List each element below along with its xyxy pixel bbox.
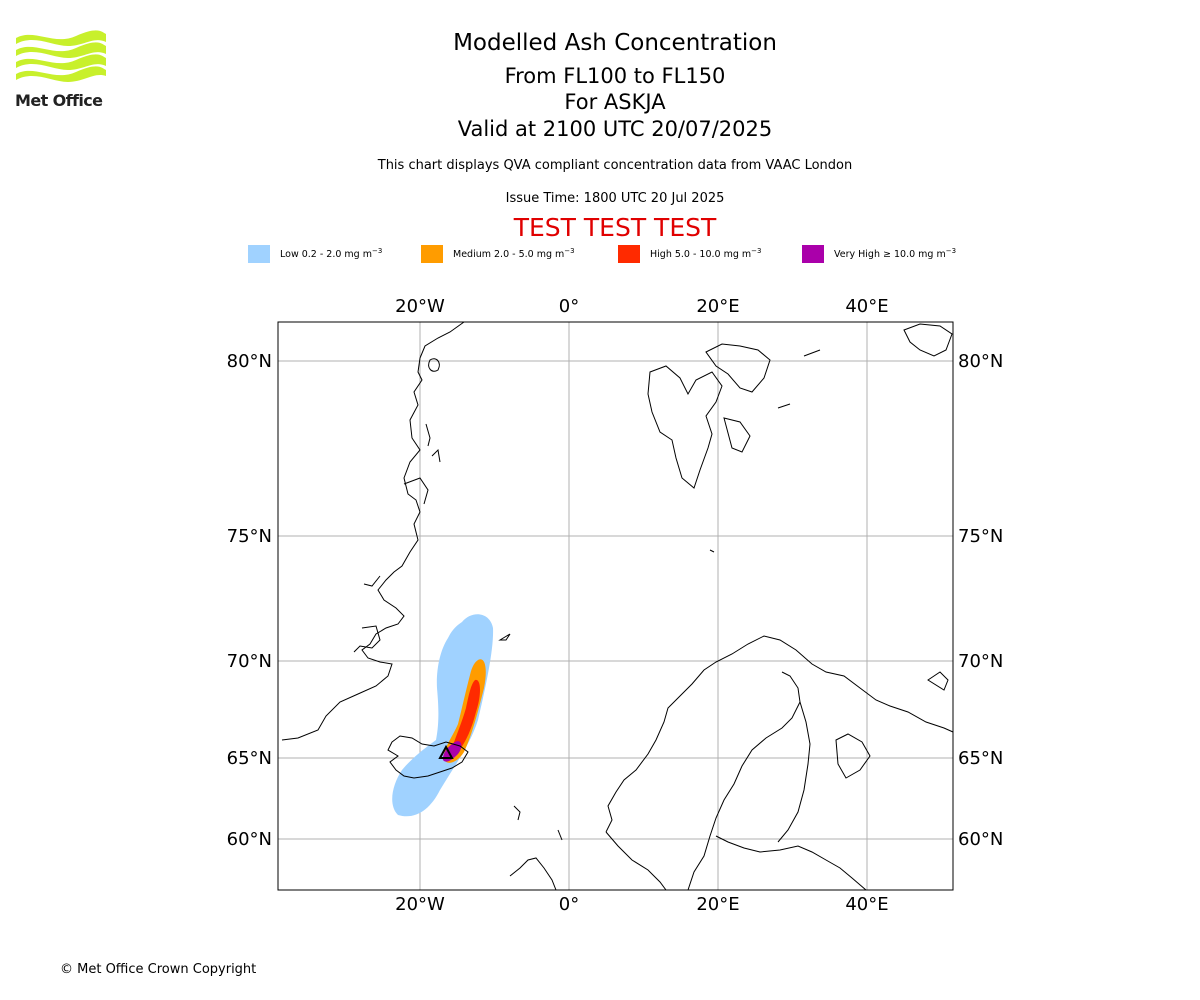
ash-low (392, 614, 494, 817)
map-frame (277, 321, 954, 891)
legend-label-high: High 5.0 - 10.0 mg m (650, 249, 752, 261)
lon-ticks-top: 20°W 0° 20°E 40°E (395, 296, 888, 317)
lon-tick-bottom-40e: 40°E (845, 894, 888, 915)
lat-tick-left-65n: 65°N (227, 748, 272, 769)
lon-tick-bottom-20w: 20°W (395, 894, 445, 915)
lat-ticks-right: 80°N 75°N 70°N 65°N 60°N (958, 351, 1003, 850)
legend-item-high: High 5.0 - 10.0 mg m−3 (618, 244, 762, 264)
volcano-name: For ASKJA (564, 90, 666, 114)
chart-title: Modelled Ash Concentration (453, 30, 777, 56)
lat-tick-left-80n: 80°N (227, 351, 272, 372)
lat-tick-left-60n: 60°N (227, 829, 272, 850)
issue-time: Issue Time: 1800 UTC 20 Jul 2025 (505, 191, 725, 206)
legend-swatch-very-high (802, 245, 824, 263)
met-office-logo-icon (16, 30, 106, 82)
lon-tick-bottom-20e: 20°E (696, 894, 739, 915)
lat-tick-right-60n: 60°N (958, 829, 1003, 850)
coast-scandinavia (605, 635, 954, 833)
logo-text: Met Office (15, 91, 103, 110)
copyright: © Met Office Crown Copyright (60, 962, 257, 977)
valid-time: Valid at 2100 UTC 20/07/2025 (457, 117, 773, 141)
coast-greenland (281, 321, 465, 741)
legend-item-low: Low 0.2 - 2.0 mg m−3 (248, 244, 382, 264)
legend-swatch-low (248, 245, 270, 263)
lon-tick-top-20e: 20°E (696, 296, 739, 317)
legend-item-medium: Medium 2.0 - 5.0 mg m−3 (421, 244, 575, 264)
grid-lines (278, 322, 953, 890)
lat-tick-right-80n: 80°N (958, 351, 1003, 372)
coastlines (281, 321, 954, 891)
ash-plume (392, 614, 494, 817)
lon-tick-top-40e: 40°E (845, 296, 888, 317)
ash-high (451, 679, 481, 755)
triangle-icon (438, 744, 454, 759)
lon-tick-bottom-0: 0° (559, 894, 579, 915)
legend-item-very-high: Very High ≥ 10.0 mg m−3 (802, 244, 956, 264)
lat-tick-right-65n: 65°N (958, 748, 1003, 769)
coast-iceland (387, 735, 469, 779)
lat-tick-right-75n: 75°N (958, 526, 1003, 547)
lon-ticks-bottom: 20°W 0° 20°E 40°E (395, 894, 888, 915)
lon-tick-top-0: 0° (559, 296, 579, 317)
legend-swatch-high (618, 245, 640, 263)
legend-label-very-high: Very High ≥ 10.0 mg m (834, 249, 946, 261)
subtitle: This chart displays QVA compliant concen… (377, 158, 853, 173)
coast-svalbard (647, 365, 723, 489)
lat-tick-left-75n: 75°N (227, 526, 272, 547)
test-banner: TEST TEST TEST (513, 213, 717, 242)
legend-swatch-medium (421, 245, 443, 263)
coast-baltic (687, 671, 801, 891)
lat-tick-right-70n: 70°N (958, 651, 1003, 672)
legend-label-medium: Medium 2.0 - 5.0 mg m (453, 249, 565, 261)
ash-very-high (442, 741, 462, 762)
lat-tick-left-70n: 70°N (227, 651, 272, 672)
lat-ticks-left: 80°N 75°N 70°N 65°N 60°N (227, 351, 272, 850)
lon-tick-top-20w: 20°W (395, 296, 445, 317)
flight-levels: From FL100 to FL150 (504, 64, 726, 88)
legend-label-low: Low 0.2 - 2.0 mg m (280, 249, 372, 261)
